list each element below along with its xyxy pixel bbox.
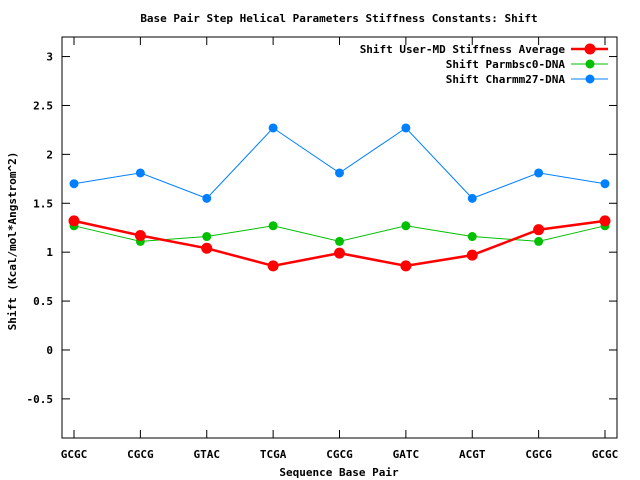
- data-point: [202, 232, 212, 242]
- x-tick-label: CGCG: [525, 448, 552, 461]
- data-point: [401, 221, 411, 231]
- series-1: [68, 215, 611, 272]
- data-point: [135, 168, 145, 178]
- axes: -0.5 0 0.5 1 1.5 2 2.5 3 GCGC CGCG GTAC TCGA CGCG GAT…: [27, 36, 619, 461]
- legend-label: Shift Parmbsc0-DNA: [446, 58, 566, 71]
- series-line: [73, 127, 606, 199]
- legend-label: Shift User-MD Stiffness Average: [360, 43, 566, 56]
- data-point: [534, 236, 544, 246]
- data-point: [334, 247, 345, 259]
- data-point: [202, 193, 212, 203]
- data-point: [335, 168, 344, 178]
- y-tick-label: 2.5: [33, 99, 53, 112]
- legend-swatch-marker: [584, 43, 596, 55]
- x-tick-label: GCGC: [61, 448, 88, 461]
- x-tick-label: TCGA: [260, 448, 287, 461]
- y-tick-label: 3: [46, 51, 53, 64]
- data-point: [401, 123, 411, 133]
- data-point: [467, 193, 477, 203]
- legend-swatch-marker: [585, 59, 595, 69]
- y-tick-label: -0.5: [27, 393, 54, 406]
- data-point: [534, 168, 544, 178]
- y-tick-label: 0.5: [33, 295, 53, 308]
- series-3: [69, 123, 610, 203]
- data-point: [533, 224, 545, 236]
- data-point: [134, 230, 146, 242]
- data-point: [466, 249, 478, 261]
- x-tick-label: CGCG: [326, 448, 353, 461]
- legend: Shift User-MD Stiffness Average Shift Par…: [360, 43, 608, 86]
- y-tick-label: 1: [46, 246, 53, 259]
- data-point: [600, 179, 610, 189]
- x-tick-label: CGCG: [127, 448, 154, 461]
- x-axis-label: Sequence Base Pair: [279, 466, 399, 479]
- data-point: [68, 215, 80, 227]
- data-point: [335, 236, 344, 246]
- chart-title: Base Pair Step Helical Parameters Stiffn…: [140, 12, 537, 25]
- data-point: [268, 221, 278, 231]
- plot-series: [68, 123, 611, 272]
- data-point: [268, 123, 278, 133]
- y-tick-label: 0: [46, 344, 53, 357]
- y-tick-label: 1.5: [33, 197, 53, 210]
- x-tick-label: GCGC: [592, 448, 619, 461]
- y-tick-label: 2: [46, 148, 53, 161]
- data-point: [467, 232, 477, 242]
- x-tick-label: ACGT: [459, 448, 486, 461]
- legend-swatch-marker: [585, 74, 595, 84]
- data-point: [599, 215, 611, 227]
- legend-label: Shift Charmm27-DNA: [446, 73, 566, 86]
- data-point: [201, 242, 213, 254]
- data-point: [267, 260, 279, 272]
- x-tick-label: GATC: [393, 448, 420, 461]
- x-tick-label: GTAC: [194, 448, 221, 461]
- data-point: [400, 260, 412, 272]
- data-point: [69, 179, 79, 189]
- y-axis-label: Shift (Kcal/mol*Angstrom^2): [6, 152, 19, 331]
